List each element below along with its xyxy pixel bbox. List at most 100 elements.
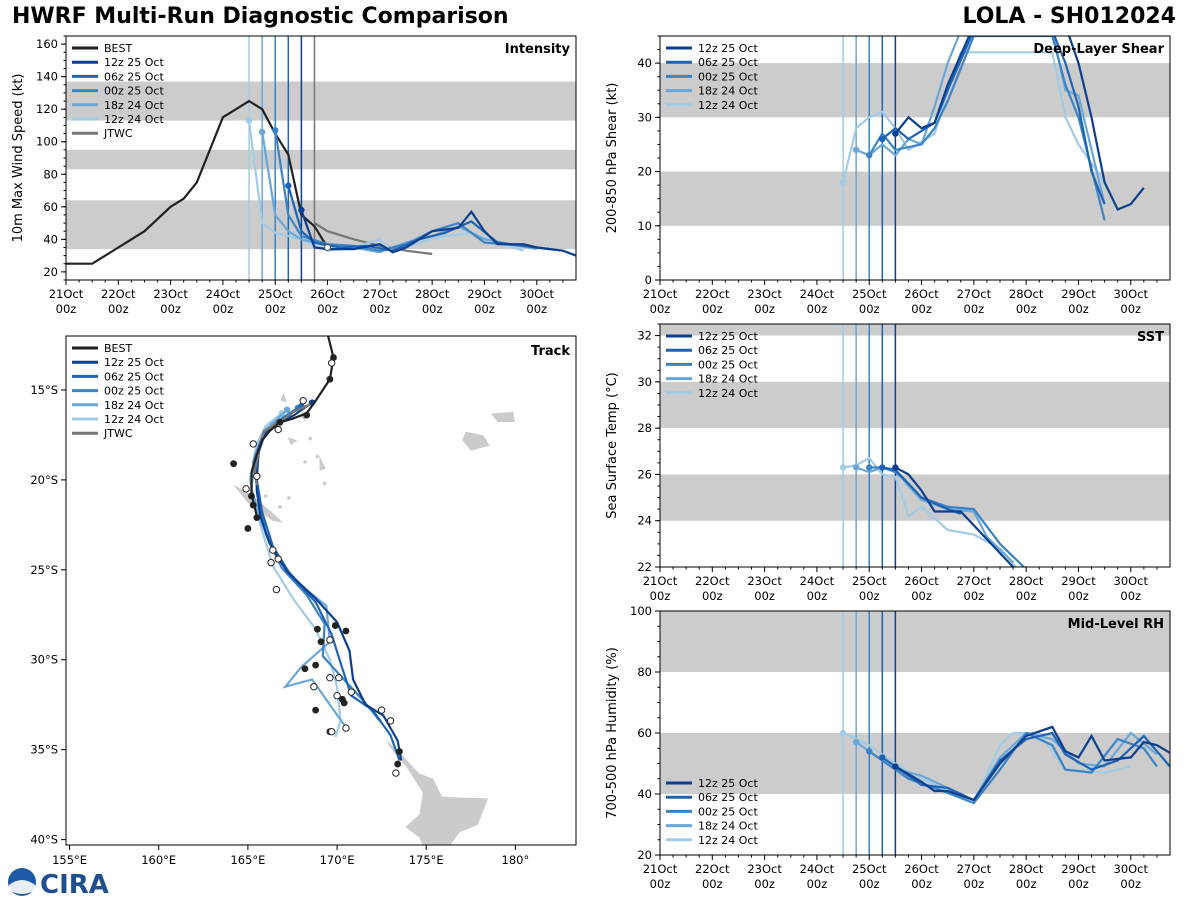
intensity-xtick-hour: 00z [474,302,495,316]
shear-band [660,171,1170,226]
sst-series-start-point [852,464,860,471]
sst-plot-area [660,324,1170,567]
rh-xtick-hour: 00z [702,877,723,891]
track-position-dot [312,661,320,669]
land-mass [461,430,491,452]
rh-ytick-label: 80 [637,665,652,679]
shear-xtick-day: 24Oct [800,287,835,301]
track-plot-area [230,336,516,845]
intensity-band [66,149,576,170]
shear-xtick-hour: 00z [911,302,932,316]
rh-ytick-label: 20 [637,848,652,862]
shear-xtick-hour: 00z [1068,302,1089,316]
sst-band [660,381,1170,429]
sst-series-0 [894,466,1014,567]
track-jtwc-line [253,403,311,486]
land-mass [318,454,327,472]
sst-xtick-day: 29Oct [1061,574,1096,588]
intensity-xtick-day: 26Oct [310,287,345,301]
track-position-dot [248,492,255,500]
intensity-series-start-point [298,206,305,214]
shear-legend-label: 12z 25 Oct [698,42,758,55]
shear-xtick-day: 21Oct [643,287,678,301]
track-position-dot [394,760,402,768]
shear-series-1 [881,36,1106,205]
rh-legend-label: 00z 25 Oct [698,805,758,818]
intensity-series-start-point [272,127,279,134]
track-position-dot [249,501,257,509]
shear-legend-label: 12z 24 Oct [698,99,758,112]
intensity-plot-area [66,36,576,280]
rh-ytick-label: 60 [637,726,652,740]
intensity-legend-label: 12z 25 Oct [104,56,164,69]
shear-plot-area [660,36,1170,280]
track-position-open-dot [335,674,343,682]
shear-xtick-day: 28Oct [1009,287,1044,301]
intensity-ytick-label: 60 [43,200,58,214]
rh-series-1 [881,731,1170,802]
small-island [287,496,291,500]
sst-ytick-label: 22 [637,560,652,574]
track-best-line [250,336,335,517]
intensity-legend-label: JTWC [103,127,133,140]
rh-series-start-point [892,763,899,770]
track-series-3 [250,408,349,731]
sst-xtick-day: 22Oct [695,574,730,588]
intensity-xtick-day: 30Oct [520,287,555,301]
rh-xtick-hour: 00z [911,877,932,891]
rh-xtick-day: 25Oct [852,862,887,876]
track-position-dot [331,622,339,629]
sst-ytick-label: 28 [637,421,652,435]
intensity-series-start-point [245,117,253,124]
track-position-open-dot [253,472,261,480]
track-legend-label: 12z 25 Oct [104,356,164,369]
sst-series-start-point [892,464,899,471]
sst-ytick-label: 30 [637,375,652,389]
track-lon-label: 155°E [52,853,87,867]
track-position-open-dot [299,397,307,405]
rh-xtick-hour: 00z [1016,877,1037,891]
shear-legend-label: 06z 25 Oct [698,56,758,69]
land-mass [279,390,288,403]
shear-ytick-label: 0 [645,273,652,287]
track-position-open-dot [327,727,336,736]
intensity-ytick-label: 40 [43,232,58,246]
sst-ytick-label: 32 [637,329,652,343]
track-title: Track [531,344,570,359]
sst-ylabel: Sea Surface Temp (°C) [605,372,620,519]
rh-legend-label: 06z 25 Oct [698,791,758,804]
sst-xtick-day: 24Oct [800,574,835,588]
track-position-dot [326,375,334,383]
intensity-xtick-hour: 00z [108,302,129,316]
sst-legend-label: 00z 25 Oct [698,358,758,371]
rh-xtick-day: 28Oct [1009,862,1044,876]
sst-xtick-hour: 00z [702,589,723,603]
sst-xtick-day: 26Oct [904,574,939,588]
small-island [278,505,282,509]
intensity-series-2 [274,130,550,252]
intensity-ylabel: 10m Max Wind Speed (kt) [11,74,26,243]
track-position-open-dot [386,717,395,725]
rh-series-2 [868,731,1158,805]
rh-panel: 2040608010021Oct00z22Oct00z23Oct00z24Oct… [605,604,1171,891]
track-legend-label: JTWC [103,427,133,440]
intensity-xtick-hour: 00z [526,302,547,316]
rh-xtick-hour: 00z [1068,877,1089,891]
intensity-best-line [66,99,329,265]
sst-xtick-hour: 00z [1120,589,1141,603]
sst-xtick-day: 21Oct [643,574,678,588]
track-position-dot [303,411,311,419]
shear-series-4 [842,51,1106,184]
cira-noaa-logo: CIRA [8,868,109,898]
track-position-dot [342,627,350,635]
intensity-title: Intensity [505,42,571,57]
intensity-legend-label: 12z 24 Oct [104,113,164,126]
land-mass [384,738,490,845]
track-series-start-point [283,406,291,413]
track-lon-label: 175°E [409,853,444,867]
track-position-open-dot [242,485,250,493]
intensity-best-end-point [324,243,332,251]
sst-xtick-hour: 00z [650,589,671,603]
sst-series-start-point [839,464,847,471]
intensity-band [66,81,576,121]
